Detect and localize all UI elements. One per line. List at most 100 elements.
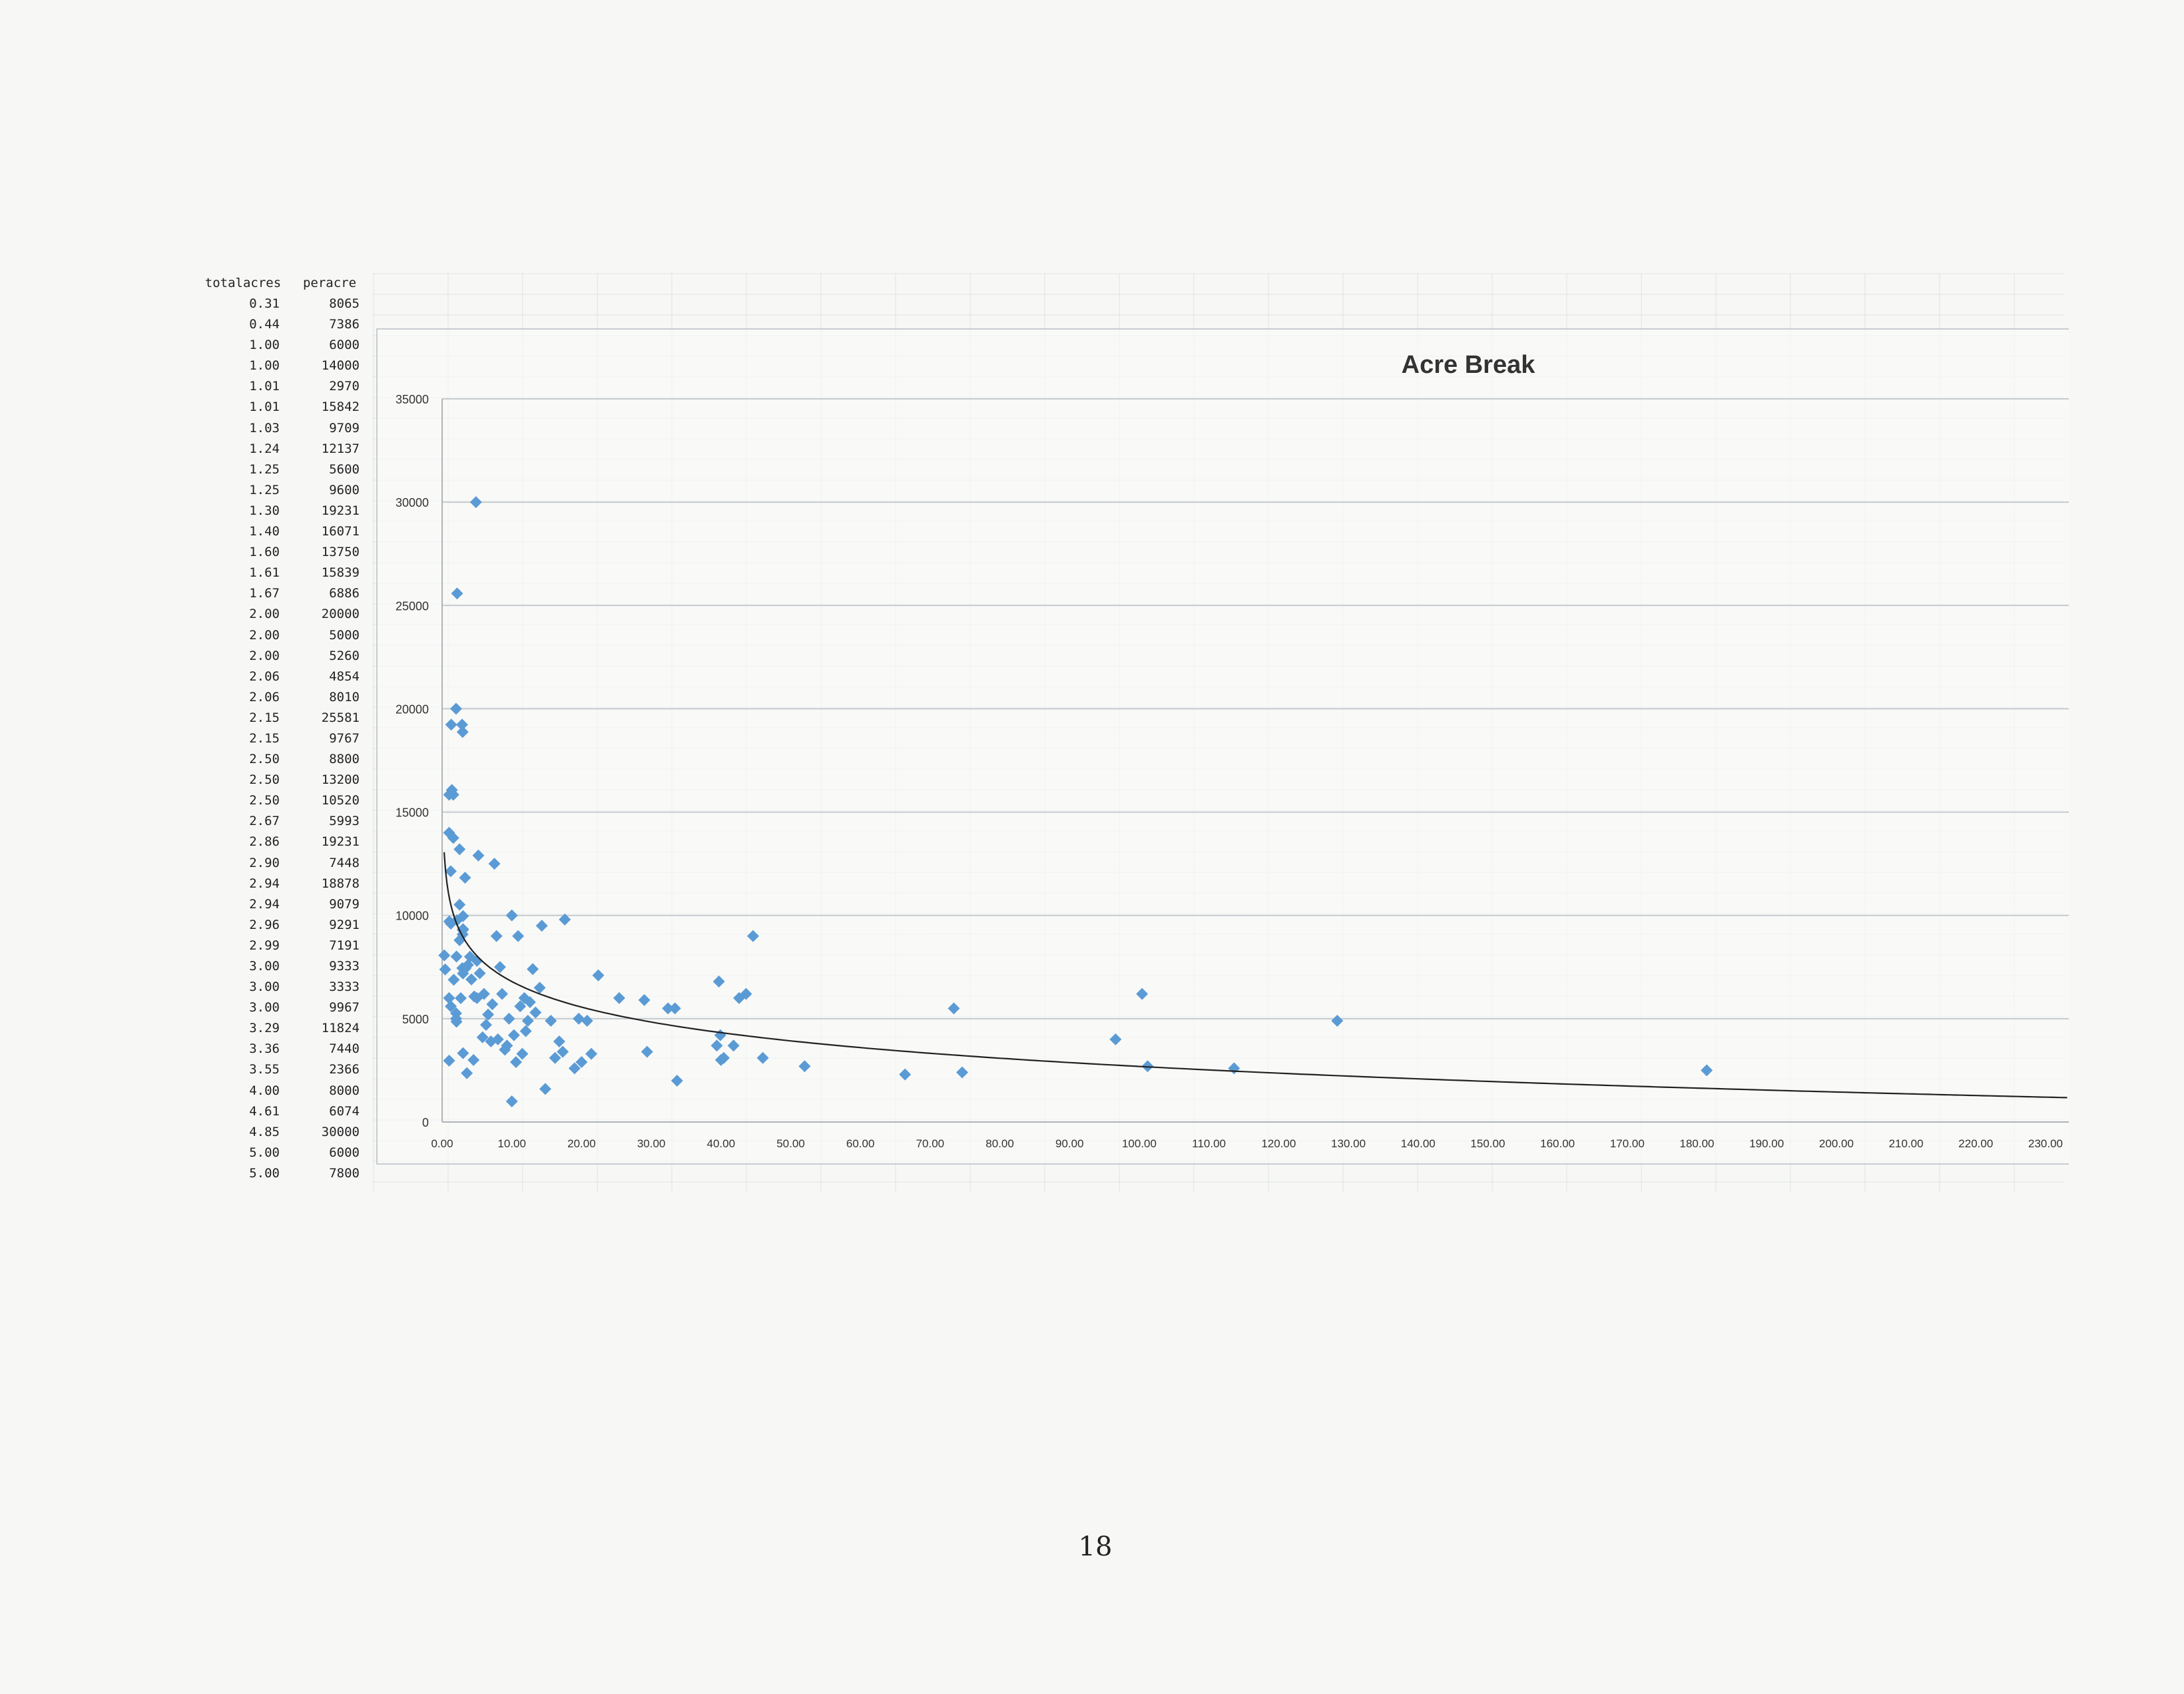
cell-peracre: 2970 <box>329 379 360 394</box>
data-point <box>486 998 499 1011</box>
cell-totalacres: 2.50 <box>249 793 280 808</box>
cell-peracre: 6000 <box>329 338 360 353</box>
data-point <box>516 1047 529 1060</box>
table-row: 1.03 9709 <box>200 418 373 439</box>
data-point <box>535 920 548 932</box>
table-row: 0.31 8065 <box>200 294 373 314</box>
table-row: 1.01 2970 <box>200 376 373 397</box>
data-point <box>503 1012 515 1025</box>
table-row: 2.15 25581 <box>200 708 373 728</box>
data-point <box>439 963 451 976</box>
table-row: 4.00 8000 <box>200 1081 373 1101</box>
data-point <box>592 969 605 982</box>
cell-totalacres: 2.00 <box>249 627 280 643</box>
table-row: 3.00 3333 <box>200 977 373 997</box>
data-point <box>501 1039 513 1052</box>
data-point <box>465 973 477 986</box>
cell-peracre: 8010 <box>329 689 360 705</box>
table-row: 2.90 7448 <box>200 853 373 874</box>
cell-peracre: 12137 <box>321 441 360 456</box>
data-point <box>573 1012 585 1025</box>
data-point <box>717 1051 730 1064</box>
data-point <box>482 1008 495 1021</box>
cell-totalacres: 1.60 <box>249 545 280 560</box>
cell-totalacres: 2.67 <box>249 814 280 829</box>
data-point <box>509 1056 522 1069</box>
cell-totalacres: 3.36 <box>249 1041 280 1057</box>
x-tick-label: 110.00 <box>1192 1137 1226 1150</box>
x-tick-label: 40.00 <box>707 1137 736 1150</box>
y-tick-label: 0 <box>422 1116 429 1129</box>
data-point <box>444 865 457 878</box>
data-point <box>443 1054 455 1067</box>
data-point <box>575 1056 588 1069</box>
data-point <box>1701 1064 1713 1077</box>
cell-peracre: 25581 <box>321 710 360 725</box>
data-point <box>450 1015 463 1028</box>
x-tick-label: 200.00 <box>1819 1137 1854 1150</box>
cell-totalacres: 0.44 <box>249 317 280 332</box>
header-totalacres: totalacres <box>204 276 282 290</box>
x-tick-label: 100.00 <box>1122 1137 1157 1150</box>
cell-peracre: 16071 <box>321 524 360 539</box>
data-point <box>662 1002 675 1015</box>
data-point <box>493 961 506 974</box>
table-row: 2.06 8010 <box>200 687 373 708</box>
table-row: 2.06 4854 <box>200 667 373 687</box>
data-point <box>488 858 501 870</box>
data-point <box>453 843 466 856</box>
scatter-chart: Acre Break 0 5000 10000 15000 20000 25000 30000… <box>396 351 2069 1150</box>
data-point <box>469 496 482 509</box>
data-point <box>454 992 467 1005</box>
cell-peracre: 8000 <box>329 1083 360 1098</box>
data-point <box>533 982 546 994</box>
data-point <box>490 930 503 942</box>
data-point <box>445 784 458 796</box>
data-point <box>638 993 651 1006</box>
data-point <box>553 1035 565 1047</box>
data-point <box>899 1068 912 1081</box>
data-point <box>712 976 725 988</box>
x-tick-label: 170.00 <box>1610 1137 1645 1150</box>
data-point <box>1136 988 1149 1000</box>
cell-peracre: 6074 <box>329 1103 360 1119</box>
x-tick-label: 210.00 <box>1889 1137 1924 1150</box>
cell-peracre: 2366 <box>329 1062 360 1077</box>
data-point <box>467 1053 480 1066</box>
data-point <box>507 1029 520 1041</box>
chart-area: Acre Break 0 5000 10000 15000 20000 25000 30000… <box>376 328 2069 1165</box>
x-tick-label: 70.00 <box>916 1137 945 1150</box>
data-point <box>447 974 460 986</box>
data-point <box>514 1000 527 1013</box>
cell-totalacres: 5.00 <box>249 1165 280 1181</box>
data-point <box>669 1002 681 1015</box>
cell-peracre: 10520 <box>321 793 360 808</box>
data-point <box>457 910 469 922</box>
cell-peracre: 9291 <box>329 917 360 932</box>
cell-totalacres: 1.03 <box>249 420 280 435</box>
data-point <box>756 1051 769 1064</box>
cell-totalacres: 1.25 <box>249 482 280 497</box>
cell-totalacres: 2.00 <box>249 607 280 622</box>
table-row: 3.36 7440 <box>200 1039 373 1059</box>
x-tick-label: 180.00 <box>1680 1137 1715 1150</box>
data-point <box>445 918 457 930</box>
x-tick-label: 30.00 <box>637 1137 666 1150</box>
x-tick-label: 160.00 <box>1540 1137 1575 1150</box>
table-row: 2.50 13200 <box>200 770 373 790</box>
y-tick-label: 10000 <box>396 910 429 923</box>
trendline <box>443 852 2067 1099</box>
table-row: 2.00 5000 <box>200 625 373 646</box>
data-point <box>529 1006 542 1019</box>
x-tick-label: 0.00 <box>431 1137 453 1150</box>
cell-peracre: 9600 <box>329 482 360 497</box>
data-point <box>443 991 455 1004</box>
cell-totalacres: 1.40 <box>249 524 280 539</box>
cell-totalacres: 2.86 <box>249 834 280 850</box>
data-point <box>740 988 752 1000</box>
data-point <box>956 1066 969 1079</box>
data-point <box>445 718 457 731</box>
cell-totalacres: 3.00 <box>249 959 280 974</box>
data-point <box>1109 1033 1122 1045</box>
cell-totalacres: 2.99 <box>249 938 280 953</box>
